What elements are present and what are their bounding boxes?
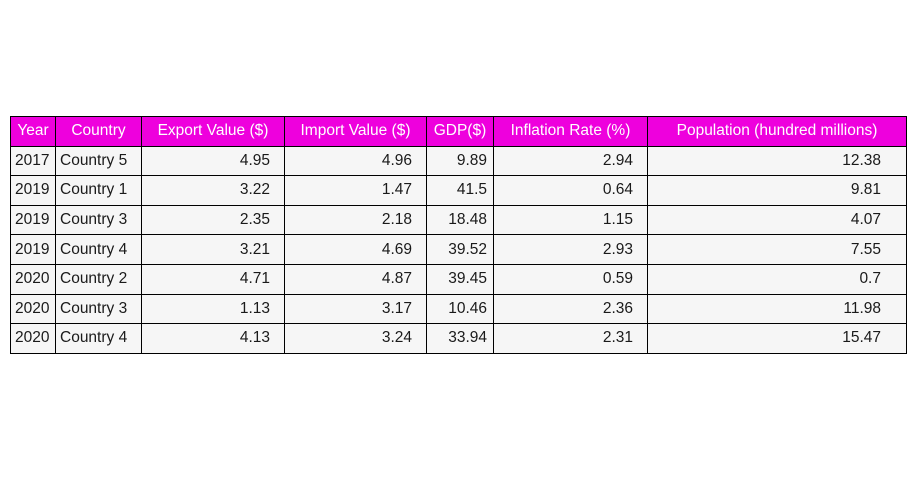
cell-export-value: 3.22 — [141, 175, 285, 206]
cell-import-value: 1.47 — [284, 175, 427, 206]
cell-year: 2020 — [10, 323, 56, 354]
table-row: 2020 Country 3 1.13 3.17 10.46 2.36 11.98 — [10, 293, 907, 325]
cell-population: 12.38 — [647, 145, 907, 177]
cell-inflation-rate: 0.59 — [493, 263, 648, 295]
data-table-container: Year Country Export Value ($) Import Val… — [10, 116, 907, 354]
cell-export-value: 4.95 — [141, 145, 285, 177]
table-row: 2017 Country 5 4.95 4.96 9.89 2.94 12.38 — [10, 145, 907, 177]
cell-inflation-rate: 0.64 — [493, 175, 648, 206]
header-row: Year Country Export Value ($) Import Val… — [10, 116, 907, 147]
table-row: 2019 Country 4 3.21 4.69 39.52 2.93 7.55 — [10, 234, 907, 265]
cell-export-value: 3.21 — [141, 234, 285, 265]
cell-year: 2020 — [10, 263, 56, 295]
header-gdp: GDP($) — [426, 116, 494, 147]
cell-gdp: 10.46 — [426, 293, 494, 325]
cell-population: 0.7 — [647, 263, 907, 295]
cell-inflation-rate: 2.94 — [493, 145, 648, 177]
cell-inflation-rate: 1.15 — [493, 204, 648, 236]
cell-population: 4.07 — [647, 204, 907, 236]
table-body: 2017 Country 5 4.95 4.96 9.89 2.94 12.38 2019 Co… — [10, 145, 907, 354]
header-population: Population (hundred millions) — [647, 116, 907, 147]
table-row: 2019 Country 1 3.22 1.47 41.5 0.64 9.81 — [10, 175, 907, 206]
cell-gdp: 41.5 — [426, 175, 494, 206]
cell-import-value: 3.17 — [284, 293, 427, 325]
cell-gdp: 9.89 — [426, 145, 494, 177]
cell-country: Country 5 — [55, 145, 142, 177]
header-inflation-rate: Inflation Rate (%) — [493, 116, 648, 147]
cell-year: 2019 — [10, 204, 56, 236]
cell-population: 7.55 — [647, 234, 907, 265]
cell-gdp: 33.94 — [426, 323, 494, 354]
table-row: 2020 Country 4 4.13 3.24 33.94 2.31 15.47 — [10, 323, 907, 354]
cell-inflation-rate: 2.93 — [493, 234, 648, 265]
cell-year: 2020 — [10, 293, 56, 325]
cell-export-value: 4.71 — [141, 263, 285, 295]
cell-import-value: 3.24 — [284, 323, 427, 354]
cell-export-value: 1.13 — [141, 293, 285, 325]
table-row: 2019 Country 3 2.35 2.18 18.48 1.15 4.07 — [10, 204, 907, 236]
cell-import-value: 4.87 — [284, 263, 427, 295]
cell-country: Country 3 — [55, 204, 142, 236]
cell-year: 2017 — [10, 145, 56, 177]
cell-country: Country 4 — [55, 234, 142, 265]
cell-gdp: 18.48 — [426, 204, 494, 236]
cell-country: Country 2 — [55, 263, 142, 295]
cell-population: 9.81 — [647, 175, 907, 206]
cell-country: Country 1 — [55, 175, 142, 206]
cell-population: 15.47 — [647, 323, 907, 354]
cell-export-value: 2.35 — [141, 204, 285, 236]
cell-gdp: 39.45 — [426, 263, 494, 295]
header-year: Year — [10, 116, 56, 147]
cell-import-value: 4.69 — [284, 234, 427, 265]
cell-population: 11.98 — [647, 293, 907, 325]
data-table: Year Country Export Value ($) Import Val… — [10, 116, 907, 354]
cell-import-value: 2.18 — [284, 204, 427, 236]
cell-import-value: 4.96 — [284, 145, 427, 177]
cell-year: 2019 — [10, 175, 56, 206]
cell-export-value: 4.13 — [141, 323, 285, 354]
cell-country: Country 3 — [55, 293, 142, 325]
cell-year: 2019 — [10, 234, 56, 265]
cell-country: Country 4 — [55, 323, 142, 354]
header-import-value: Import Value ($) — [284, 116, 427, 147]
table-row: 2020 Country 2 4.71 4.87 39.45 0.59 0.7 — [10, 263, 907, 295]
header-country: Country — [55, 116, 142, 147]
cell-gdp: 39.52 — [426, 234, 494, 265]
cell-inflation-rate: 2.36 — [493, 293, 648, 325]
cell-inflation-rate: 2.31 — [493, 323, 648, 354]
header-export-value: Export Value ($) — [141, 116, 285, 147]
